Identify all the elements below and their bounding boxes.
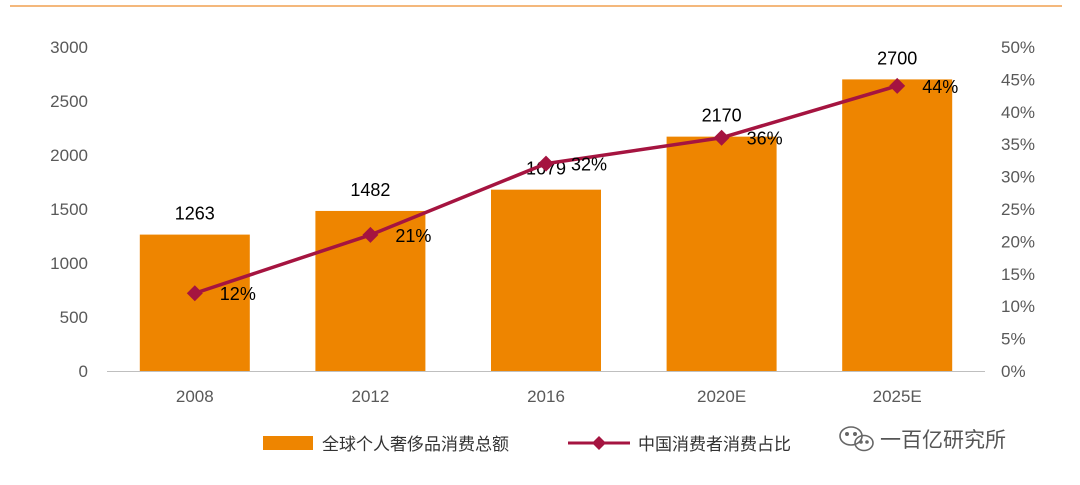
right-axis-tick-label: 0% <box>1001 362 1026 381</box>
line-data-label: 44% <box>922 77 958 97</box>
right-axis-tick-label: 15% <box>1001 265 1035 284</box>
line-data-label: 32% <box>571 155 607 175</box>
bar-data-label: 1263 <box>175 204 215 224</box>
legend-line-marker <box>592 436 606 450</box>
right-axis-tick-label: 25% <box>1001 200 1035 219</box>
x-axis-tick-label: 2008 <box>176 387 214 406</box>
bar-series: 12631482167921702700 <box>139 48 953 372</box>
right-axis-tick-label: 40% <box>1001 103 1035 122</box>
right-axis-tick-label: 20% <box>1001 232 1035 251</box>
left-axis-tick-label: 0 <box>79 362 88 381</box>
line-series: 12% 21% 32% 36% 44% <box>186 77 958 304</box>
left-axis-tick-label: 2500 <box>50 92 88 111</box>
right-axis-tick-label: 5% <box>1001 330 1026 349</box>
line-data-label: 12% <box>220 284 256 304</box>
left-axis: 0 500 1000 1500 2000 2500 3000 <box>50 38 88 381</box>
bar <box>666 136 777 371</box>
right-axis-tick-label: 50% <box>1001 38 1035 57</box>
left-axis-tick-label: 500 <box>60 308 88 327</box>
line-point <box>362 226 379 243</box>
left-axis-tick-label: 1000 <box>50 254 88 273</box>
line-point <box>538 155 554 172</box>
right-axis-tick-label: 30% <box>1001 168 1035 187</box>
right-axis: 0% 5% 10% 15% 20% 25% 30% 35% 40% 45% 50% <box>1001 38 1035 381</box>
x-axis-tick-label: 2016 <box>527 387 565 406</box>
legend-bar-swatch <box>263 436 313 450</box>
line-point <box>186 285 203 302</box>
bar <box>842 79 953 372</box>
legend-line-label: 中国消费者消费占比 <box>638 435 791 455</box>
line-point <box>889 77 906 94</box>
x-axis-tick-label: 2020E <box>697 387 746 406</box>
right-axis-tick-label: 10% <box>1001 297 1035 316</box>
bar-data-label: 2170 <box>702 106 742 126</box>
wechat-icon <box>839 426 874 452</box>
right-axis-tick-label: 35% <box>1001 135 1035 154</box>
left-axis-tick-label: 2000 <box>50 146 88 165</box>
bar-data-label: 1482 <box>350 180 390 200</box>
watermark: 一百亿研究所 <box>839 426 1006 452</box>
line-data-label: 21% <box>395 226 431 246</box>
bar <box>491 189 601 371</box>
x-axis: 2008 2012 2016 2020E 2025E <box>176 387 922 406</box>
left-axis-tick-label: 3000 <box>50 38 88 57</box>
watermark-text: 一百亿研究所 <box>880 428 1006 452</box>
line-data-label: 36% <box>747 129 783 149</box>
line-point <box>713 129 730 146</box>
bar <box>139 234 250 371</box>
legend: 全球个人奢侈品消费总额 中国消费者消费占比 <box>263 435 791 455</box>
left-axis-tick-label: 1500 <box>50 200 88 219</box>
x-axis-tick-label: 2025E <box>873 387 922 406</box>
right-axis-tick-label: 45% <box>1001 70 1035 89</box>
bar-data-label: 2700 <box>877 48 917 68</box>
x-axis-tick-label: 2012 <box>351 387 389 406</box>
legend-bar-label: 全球个人奢侈品消费总额 <box>322 435 509 455</box>
